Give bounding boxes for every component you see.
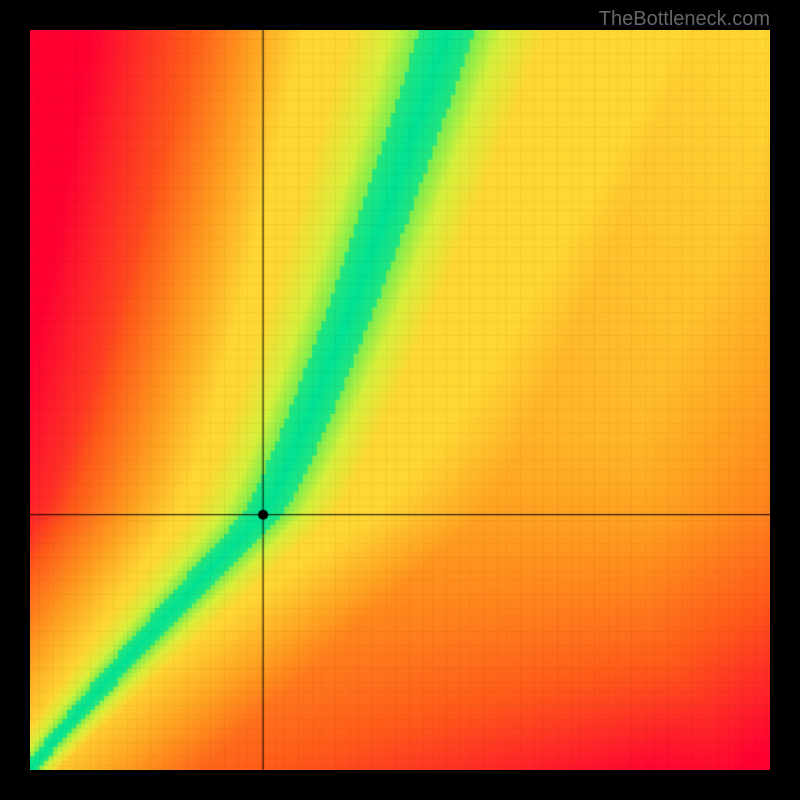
watermark-text: TheBottleneck.com (599, 8, 770, 31)
heatmap-plot (30, 30, 770, 770)
heatmap-canvas (30, 30, 770, 770)
